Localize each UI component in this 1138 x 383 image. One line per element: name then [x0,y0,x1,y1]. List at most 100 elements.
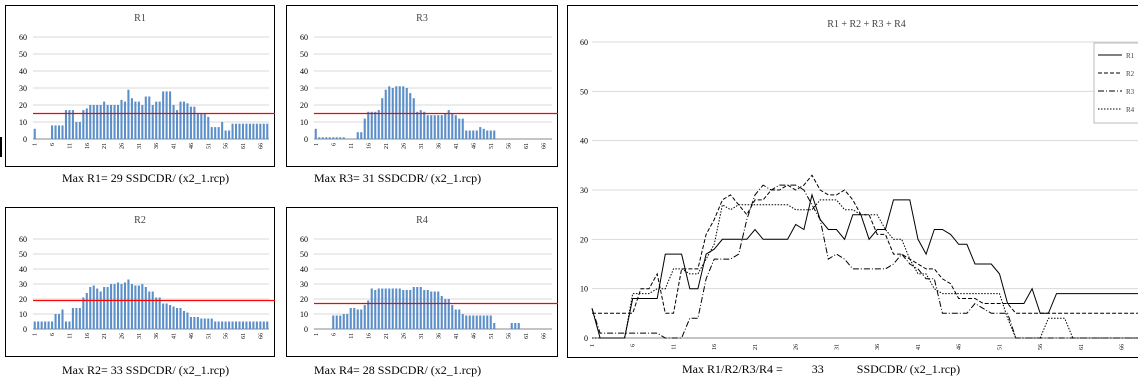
bar [419,287,422,329]
bar [332,137,335,139]
legend-label: R2 [1126,70,1135,78]
bar [475,315,478,329]
edge-marker [0,137,2,157]
bar [99,291,102,329]
chart-frame [286,5,558,167]
bar [259,321,262,329]
bar [116,282,120,329]
caption-combined-prefix: Max R1/R2/R3/R4 = [682,362,783,376]
y-tick-label: 10 [19,310,27,319]
x-tick-label: 26 [794,344,800,350]
bar [92,105,95,139]
series-line-r4 [592,199,1138,339]
bar [54,125,57,139]
bar [57,314,61,329]
x-tick-label: 21 [753,344,759,350]
bar [412,287,415,329]
bar [54,314,57,329]
caption-combined-suffix: SSDCDR/ (x2_1.rcp) [856,362,961,376]
x-tick-label: 11 [349,333,355,339]
bar [186,312,189,329]
x-tick-label: 16 [85,143,91,149]
x-tick-label: 46 [957,344,963,350]
bar [106,287,109,329]
x-tick-label: 36 [154,143,160,149]
x-tick-label: 6 [631,344,637,347]
x-tick-label: 31 [834,344,840,350]
legend-label: R1 [1126,52,1135,60]
bar [402,86,405,139]
bar [433,115,436,139]
bar [120,99,123,139]
x-tick-label: 66 [541,143,547,149]
x-tick-label: 36 [875,344,881,350]
bar [82,297,85,329]
y-tick-label: 20 [580,235,588,244]
bar [127,279,130,329]
x-tick-label: 61 [524,143,530,149]
bar [169,305,172,329]
bar [405,290,408,329]
bar [259,123,262,139]
x-tick-label: 51 [206,143,212,149]
bar [210,127,213,139]
bar [162,303,165,329]
bar [248,321,251,329]
bar [207,116,210,139]
bar [169,91,172,139]
bar [395,86,398,139]
bar [113,105,116,139]
bar [221,122,224,139]
y-tick-label: 30 [19,280,27,289]
bar [200,113,203,139]
bar [458,309,461,329]
bar [89,287,92,329]
y-tick-label: 50 [580,87,588,96]
y-tick-label: 10 [300,118,308,127]
bar [241,123,245,139]
x-tick-label: 41 [454,333,460,339]
bar [130,284,133,329]
bar [238,123,241,139]
bar [447,299,450,329]
bar [189,106,192,139]
x-tick-label: 21 [384,143,390,149]
caption-combined-value: 33 [811,362,824,376]
bar [78,308,81,329]
x-tick-label: 31 [419,143,425,149]
bar [342,137,345,139]
bar [409,93,412,139]
x-tick-label: 21 [102,143,108,149]
y-tick-label: 20 [19,295,27,304]
bar [388,288,391,329]
bar [116,105,120,139]
bar [262,321,265,329]
x-tick-label: 36 [154,333,160,339]
y-tick-label: 0 [304,325,308,334]
bar [110,105,113,139]
bar [203,318,206,329]
bar [430,291,433,329]
bar [85,108,88,139]
bar [398,86,401,139]
bar [51,321,54,329]
legend-label: R4 [1126,106,1135,114]
bar [165,303,168,329]
y-tick-label: 0 [23,325,27,334]
x-tick-label: 41 [172,143,178,149]
bar [148,96,151,139]
bar [89,105,92,139]
bar [440,296,443,329]
bar [207,318,210,329]
bar [266,321,269,329]
caption-r4: Max R4= 28 SSDCDR/ (x2_1.rcp) [314,363,482,377]
bar [363,118,366,139]
bar [465,130,468,139]
bar [423,111,426,139]
x-tick-label: 21 [102,333,108,339]
bar [374,111,377,139]
x-tick-label: 11 [349,143,355,149]
bar [134,285,137,329]
bar [134,101,137,139]
